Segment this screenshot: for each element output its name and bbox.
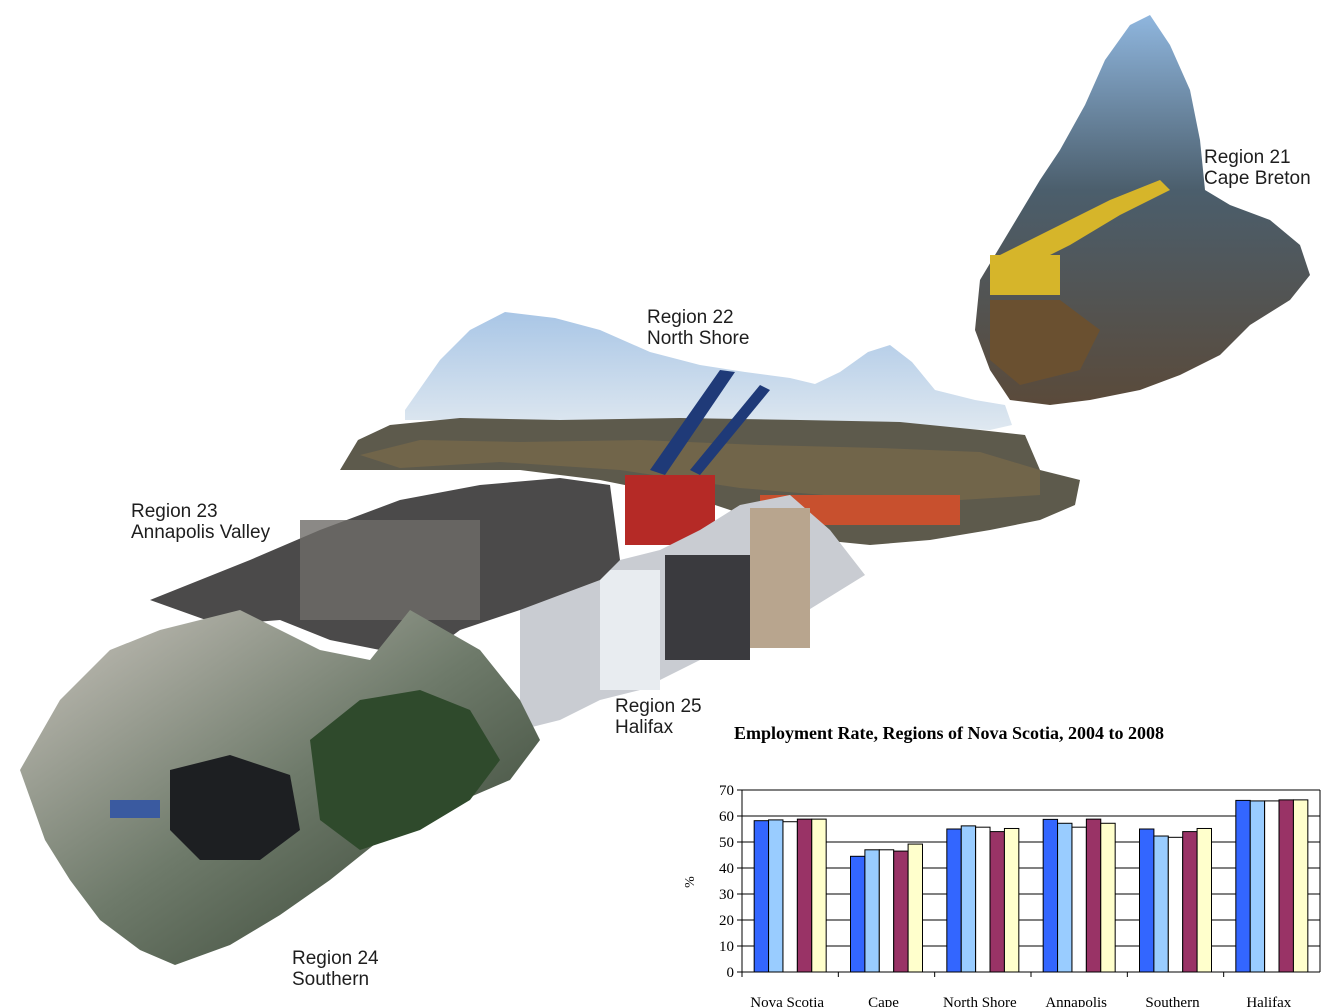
y-tick-label: 50 <box>719 835 734 851</box>
bar <box>975 826 991 973</box>
bar <box>782 821 798 973</box>
region-label-annapolis-valley: Region 23 Annapolis Valley <box>131 501 270 543</box>
x-tick-label: Annapolis <box>1045 995 1107 1007</box>
bar <box>1100 822 1116 973</box>
region-name: Halifax <box>615 717 674 738</box>
region-number: Region 23 <box>131 501 218 522</box>
bar <box>1071 826 1087 973</box>
x-tick-label: Halifax <box>1246 995 1291 1007</box>
bar <box>1153 835 1169 973</box>
bar <box>1264 800 1280 973</box>
bar <box>1167 836 1184 973</box>
region-label-halifax: Region 25 Halifax <box>615 696 725 738</box>
x-tick-label: Nova Scotia <box>750 995 824 1007</box>
region-label-southern: Region 24 Southern <box>292 948 379 990</box>
region-number: Region 24 <box>292 948 379 969</box>
chart-title: Employment Rate, Regions of Nova Scotia,… <box>734 723 1164 743</box>
region-number: Region 25 <box>615 696 702 717</box>
x-tick-label: Southern <box>1145 995 1200 1007</box>
bar <box>796 818 813 973</box>
bar <box>1003 827 1020 973</box>
axes: 0 10 20 30 40 50 60 70 Nova Scotia Cape North Shor… <box>719 783 1321 1007</box>
bars <box>753 799 1309 973</box>
region-name: Annapolis Valley <box>131 522 271 543</box>
bar <box>1085 818 1102 973</box>
y-tick-label: 40 <box>719 861 734 877</box>
region-name: North Shore <box>647 328 750 349</box>
bar <box>864 849 880 973</box>
bar <box>989 831 1005 973</box>
y-tick-label: 20 <box>719 913 734 929</box>
y-tick-label: 70 <box>719 783 734 799</box>
bar <box>850 855 866 973</box>
region-label-cape-breton: Region 21 Cape Breton <box>1204 147 1311 189</box>
y-tick-label: 0 <box>727 965 735 981</box>
region-name: Cape Breton <box>1204 168 1311 189</box>
bar <box>1057 822 1073 973</box>
bar <box>907 843 924 973</box>
bar <box>811 818 827 973</box>
y-tick-label: 10 <box>719 939 734 955</box>
x-tick-label: North Shore <box>943 995 1017 1007</box>
bar <box>768 819 784 973</box>
region-label-north-shore: Region 22 North Shore <box>647 307 749 349</box>
bar <box>1278 799 1294 973</box>
region-name: Southern <box>292 969 370 990</box>
employment-rate-chart: 0 10 20 30 40 50 60 70 Nova Scotia Cape North Shor… <box>683 783 1321 1007</box>
bar <box>1292 799 1309 973</box>
y-axis-label: % <box>683 876 698 888</box>
y-tick-label: 60 <box>719 809 734 825</box>
x-tick-label: Cape <box>868 995 899 1007</box>
bar <box>1235 799 1251 973</box>
bar <box>1249 800 1266 973</box>
bar <box>753 820 770 973</box>
excavator-arm <box>1000 180 1170 275</box>
bar <box>893 850 909 973</box>
region-number: Region 21 <box>1204 147 1291 168</box>
bar <box>960 825 977 973</box>
region-number: Region 22 <box>647 307 734 328</box>
north-shore-sky <box>405 312 1012 430</box>
bar <box>946 828 962 973</box>
gridlines <box>742 789 1320 947</box>
crane-arm <box>650 370 735 475</box>
bar <box>1042 818 1059 973</box>
y-tick-label: 30 <box>719 887 734 903</box>
bar <box>878 849 895 973</box>
bar <box>1139 828 1155 973</box>
bar <box>1182 831 1198 973</box>
bar <box>1196 827 1212 973</box>
